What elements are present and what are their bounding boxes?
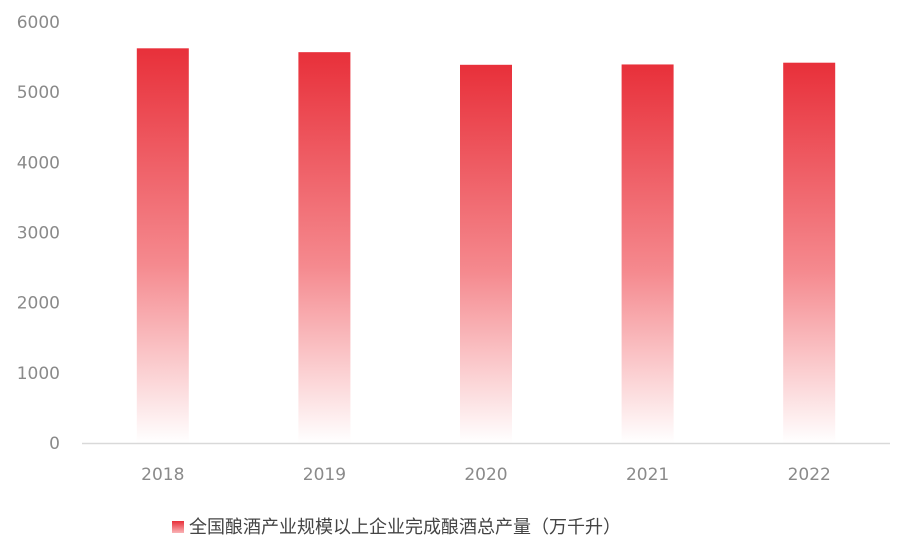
bar-2018 xyxy=(136,48,189,443)
legend-swatch xyxy=(172,521,184,533)
x-tick-label: 2019 xyxy=(303,465,346,485)
y-axis-ticks: 0 1000 2000 3000 4000 5000 6000 xyxy=(17,13,60,454)
x-axis-ticks: 2018 2019 2020 2021 2022 xyxy=(141,465,831,485)
y-tick-label: 6000 xyxy=(17,13,60,33)
x-tick-label: 2022 xyxy=(788,465,831,485)
x-tick-label: 2020 xyxy=(464,465,507,485)
bar-2020 xyxy=(460,64,512,443)
bar-2019 xyxy=(298,52,351,444)
legend: 全国酿酒产业规模以上企业完成酿酒总产量（万千升） xyxy=(172,517,621,538)
y-tick-label: 5000 xyxy=(17,83,60,103)
x-tick-label: 2021 xyxy=(626,465,669,485)
y-tick-label: 0 xyxy=(49,434,60,454)
legend-label: 全国酿酒产业规模以上企业完成酿酒总产量（万千升） xyxy=(189,517,621,538)
bars-group xyxy=(136,48,836,444)
x-tick-label: 2018 xyxy=(141,465,184,485)
bar-2021 xyxy=(621,64,674,443)
y-tick-label: 2000 xyxy=(17,294,60,314)
bar-2022 xyxy=(783,62,836,444)
y-tick-label: 4000 xyxy=(17,153,60,173)
y-tick-label: 3000 xyxy=(17,224,60,244)
y-tick-label: 1000 xyxy=(17,364,60,384)
